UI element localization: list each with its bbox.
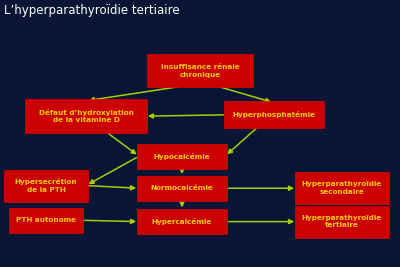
Text: PTH autonome: PTH autonome — [16, 217, 76, 223]
FancyBboxPatch shape — [4, 170, 88, 202]
FancyBboxPatch shape — [295, 206, 389, 238]
FancyBboxPatch shape — [224, 101, 324, 128]
Text: Défaut d’hydroxylation
de la vitamine D: Défaut d’hydroxylation de la vitamine D — [38, 109, 134, 123]
Text: Insuffisance rénale
chronique: Insuffisance rénale chronique — [161, 64, 239, 77]
FancyBboxPatch shape — [25, 100, 147, 133]
Text: Hyperphosphatémie: Hyperphosphatémie — [232, 111, 316, 118]
FancyBboxPatch shape — [147, 54, 253, 88]
FancyBboxPatch shape — [137, 176, 227, 201]
Text: L’hyperparathyroïdie tertiaire: L’hyperparathyroïdie tertiaire — [4, 4, 180, 17]
Text: Hypocalcémie: Hypocalcémie — [154, 153, 210, 160]
FancyBboxPatch shape — [9, 208, 83, 233]
Text: Normocalcémie: Normocalcémie — [151, 185, 213, 191]
FancyBboxPatch shape — [137, 209, 227, 234]
Text: Hyperparathyroïdie
tertiaire: Hyperparathyroïdie tertiaire — [302, 215, 382, 228]
Text: Hypersecrétion
de la PTH: Hypersecrétion de la PTH — [15, 178, 77, 193]
FancyBboxPatch shape — [295, 172, 389, 204]
Text: Hypercalcémie: Hypercalcémie — [152, 218, 212, 225]
FancyBboxPatch shape — [137, 144, 227, 169]
Text: Hyperparathyroïdie
secondaire: Hyperparathyroïdie secondaire — [302, 182, 382, 195]
